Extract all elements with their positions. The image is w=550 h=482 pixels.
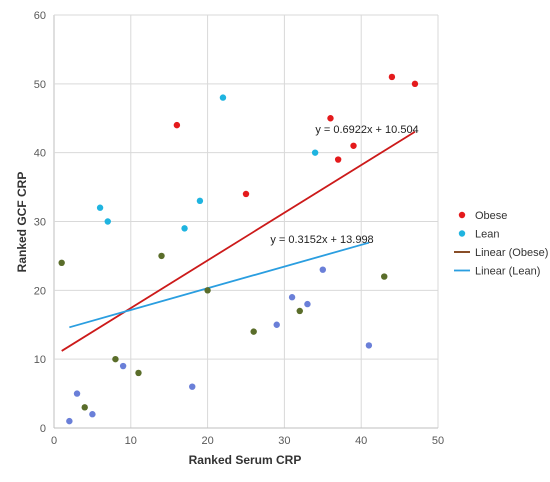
data-point — [181, 225, 188, 232]
data-point — [311, 149, 319, 156]
data-point — [219, 94, 227, 101]
trendline-obese — [61, 130, 416, 352]
x-tick-label: 10 — [125, 435, 137, 447]
data-point — [189, 383, 196, 390]
data-point — [381, 273, 388, 280]
y-axis-ticks: 0 10 20 30 40 50 60 — [34, 10, 46, 435]
y-tick-label: 10 — [34, 354, 46, 366]
legend-label: Obese — [475, 210, 507, 222]
data-point — [204, 287, 211, 294]
y-tick-label: 20 — [34, 285, 46, 297]
trendline-equation: y = 0.3152x + 13.998 — [270, 234, 373, 246]
legend-label: Linear (Obese) — [475, 247, 548, 259]
data-point — [388, 73, 396, 81]
legend: Obese Lean Linear (Obese) Linear (Lean) — [454, 210, 548, 278]
data-point — [304, 300, 311, 308]
data-point — [158, 252, 165, 260]
data-point — [135, 369, 142, 377]
data-point — [196, 197, 204, 205]
data-point — [288, 294, 296, 301]
data-point — [273, 321, 280, 328]
y-tick-label: 0 — [40, 423, 46, 435]
data-point — [350, 142, 357, 149]
data-point — [296, 307, 303, 315]
trendline-equation: y = 0.6922x + 10.504 — [315, 124, 418, 136]
data-point — [58, 259, 65, 266]
data-point — [242, 190, 250, 198]
trendline-lean — [69, 241, 370, 329]
data-point — [334, 156, 342, 163]
trendline-equations: y = 0.6922x + 10.504 y = 0.3152x + 13.998 — [270, 124, 418, 246]
y-tick-label: 30 — [34, 217, 46, 229]
legend-label: Linear (Lean) — [475, 266, 540, 278]
data-point — [73, 390, 81, 397]
data-point — [89, 411, 96, 418]
legend-marker — [458, 230, 466, 237]
y-tick-label: 60 — [34, 10, 46, 22]
data-point — [250, 328, 257, 335]
data-point — [104, 218, 111, 225]
data-point — [81, 404, 88, 411]
y-axis-label: Ranked GCF CRP — [15, 172, 29, 273]
data-point — [96, 204, 104, 211]
data-point — [365, 342, 373, 349]
data-point — [319, 266, 326, 273]
trendlines — [61, 130, 416, 352]
x-tick-label: 20 — [201, 435, 213, 447]
legend-marker — [458, 211, 466, 219]
legend-label: Lean — [475, 229, 499, 241]
data-point — [66, 417, 73, 425]
x-tick-label: 50 — [432, 435, 444, 447]
x-axis-label: Ranked Serum CRP — [189, 453, 302, 467]
x-tick-label: 30 — [278, 435, 290, 447]
y-tick-label: 40 — [34, 148, 46, 160]
data-point — [173, 121, 181, 129]
data-point — [112, 355, 119, 363]
data-point — [119, 362, 127, 370]
x-tick-label: 40 — [355, 435, 367, 447]
data-points — [58, 73, 419, 425]
data-point — [411, 80, 419, 88]
y-tick-label: 50 — [34, 79, 46, 91]
x-tick-label: 0 — [51, 435, 57, 447]
x-axis-ticks: 0 10 20 30 40 50 — [51, 435, 444, 447]
data-point — [327, 115, 334, 122]
